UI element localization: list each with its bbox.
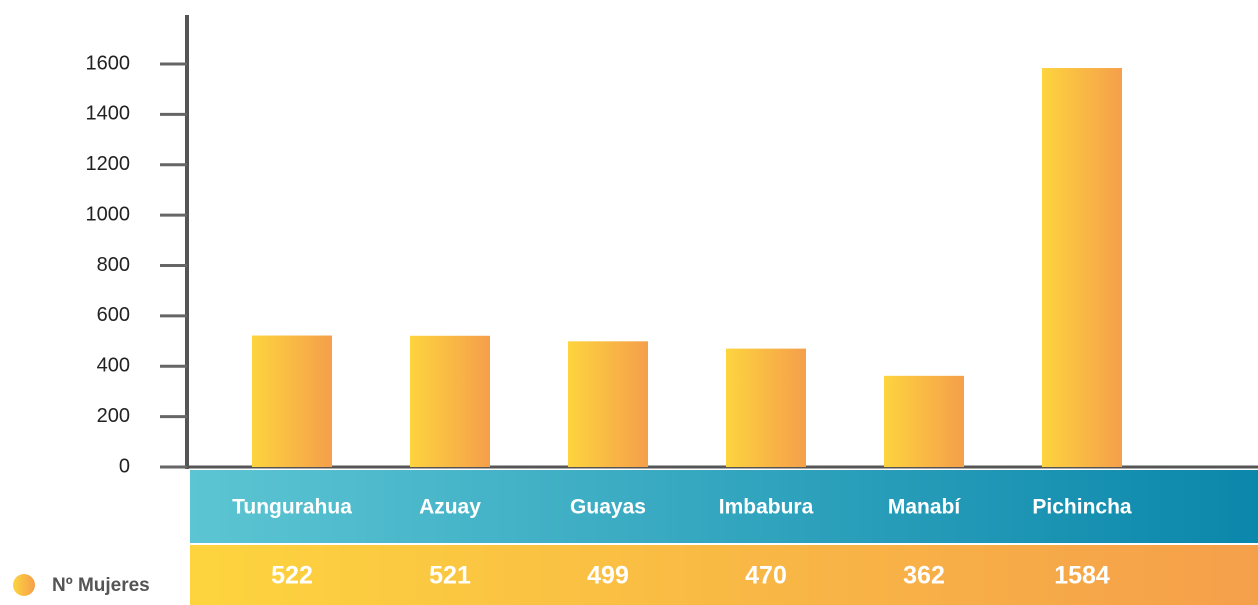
x-tick-label: Azuay bbox=[419, 496, 481, 519]
y-tick-label: 600 bbox=[97, 304, 130, 326]
bar bbox=[726, 348, 806, 467]
bar bbox=[1042, 68, 1122, 467]
value-label: 470 bbox=[745, 562, 787, 590]
x-tick-label: Tungurahua bbox=[232, 496, 352, 519]
y-tick-label: 800 bbox=[97, 254, 130, 276]
bar bbox=[568, 341, 648, 467]
value-band bbox=[190, 545, 1258, 605]
value-label: 362 bbox=[903, 562, 945, 590]
y-tick-label: 200 bbox=[97, 405, 130, 427]
y-tick-label: 1200 bbox=[86, 153, 131, 175]
value-label: 522 bbox=[271, 562, 313, 590]
x-tick-label: Pichincha bbox=[1032, 496, 1132, 519]
y-tick-label: 1600 bbox=[86, 52, 131, 74]
y-tick-label: 1000 bbox=[86, 203, 131, 225]
y-tick-label: 1400 bbox=[86, 103, 131, 125]
bar bbox=[252, 335, 332, 467]
y-tick-label: 400 bbox=[97, 355, 130, 377]
category-band bbox=[190, 470, 1258, 543]
x-tick-label: Imbabura bbox=[719, 496, 814, 519]
value-label: 499 bbox=[587, 562, 629, 590]
x-tick-label: Guayas bbox=[570, 496, 646, 519]
value-label: 521 bbox=[429, 562, 471, 590]
x-tick-label: Manabí bbox=[888, 496, 962, 519]
bar bbox=[884, 375, 964, 467]
bar bbox=[410, 335, 490, 467]
legend-swatch bbox=[13, 574, 35, 596]
y-tick-label: 0 bbox=[119, 455, 130, 477]
value-label: 1584 bbox=[1054, 562, 1110, 590]
legend-label: Nº Mujeres bbox=[52, 575, 150, 596]
